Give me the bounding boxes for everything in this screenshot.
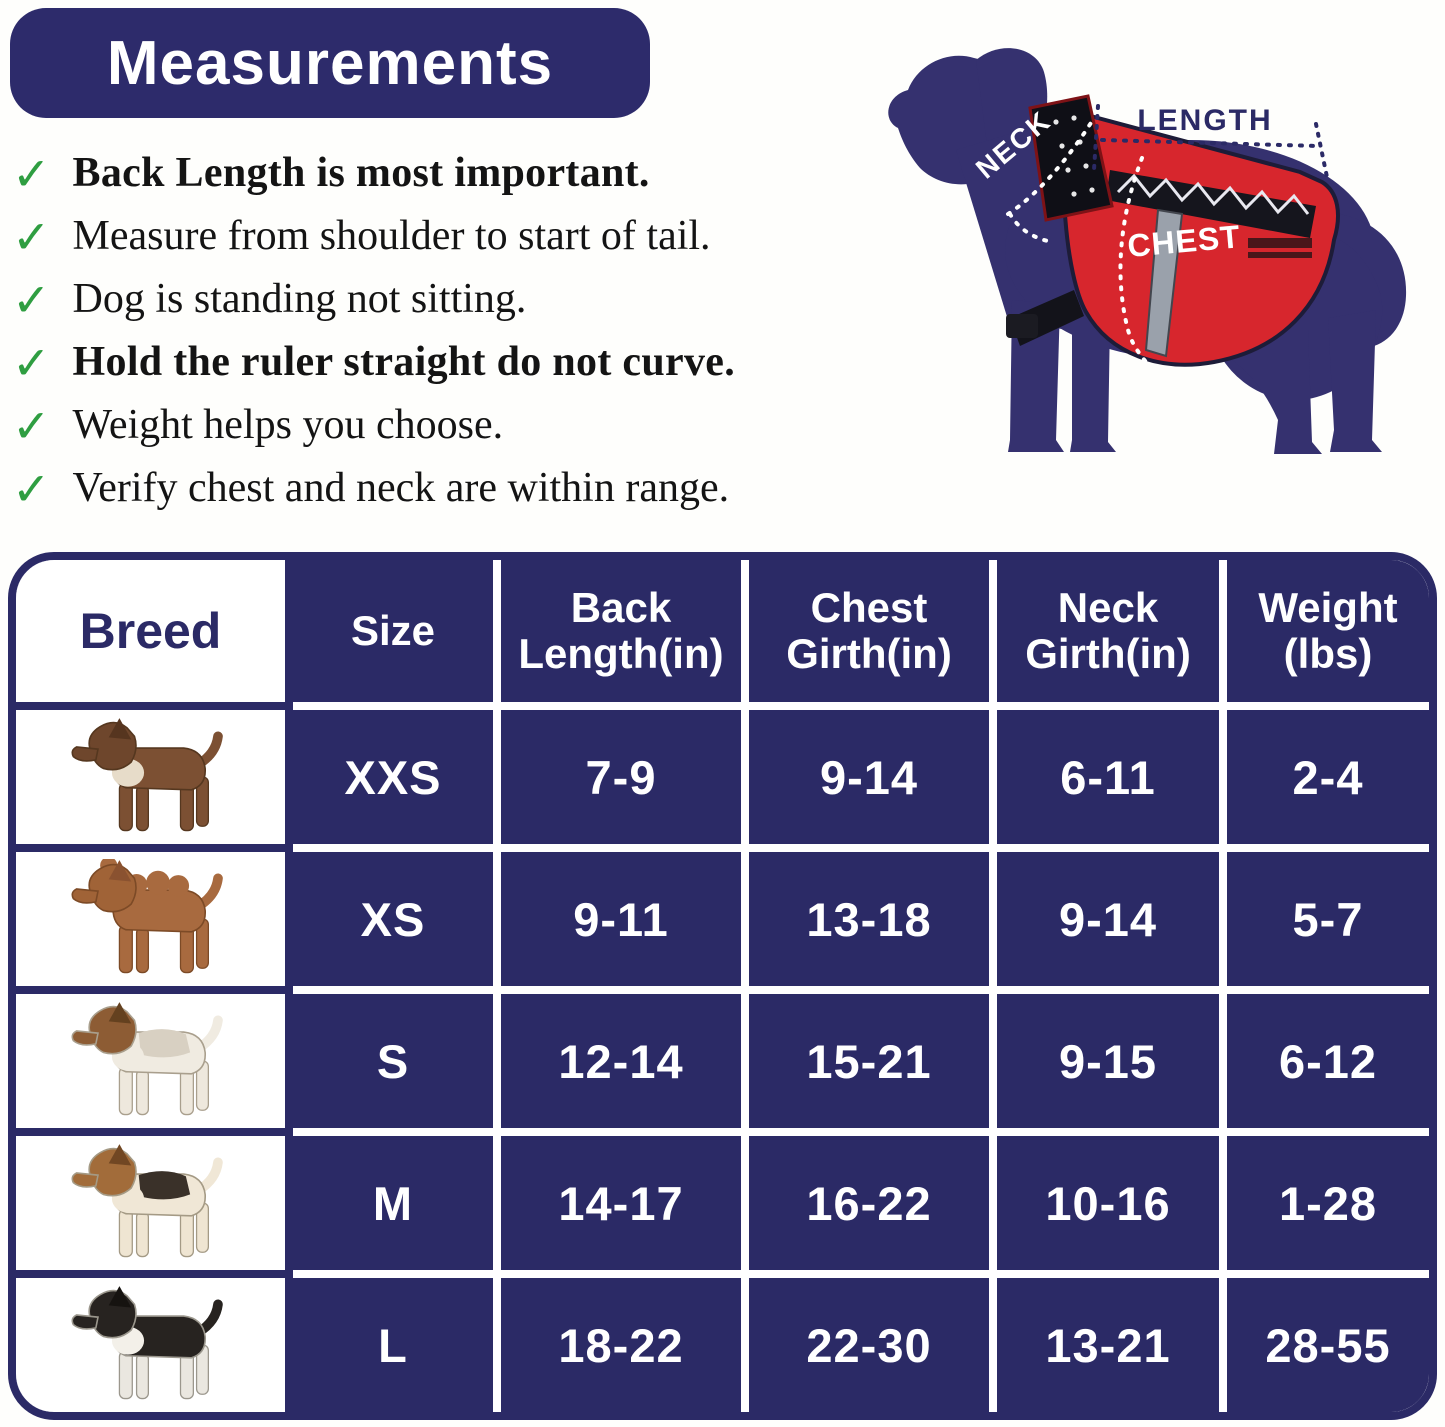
check-icon: ✓: [12, 210, 51, 264]
checklist-item: ✓ Measure from shoulder to start of tail…: [12, 209, 892, 264]
table-cell-neck_girth: 9-15: [997, 994, 1219, 1128]
checklist-text: Dog is standing not sitting.: [72, 276, 527, 322]
dog-tail: [1316, 212, 1407, 346]
measurement-checklist: ✓ Back Length is most important. ✓ Measu…: [12, 146, 892, 524]
table-cell-back_length: 7-9: [501, 710, 741, 844]
size-column: Size XXS XS S M L: [293, 560, 493, 1412]
table-cell-size: XXS: [293, 710, 493, 844]
checklist-text: Measure from shoulder to start of tail.: [72, 213, 711, 259]
dog-measurement-diagram: LENGTH NECK CHEST: [888, 48, 1407, 454]
checklist-text: Back Length is most important.: [72, 150, 650, 196]
table-cell-weight: 28-55: [1227, 1278, 1429, 1412]
lacing-hooks: [1116, 173, 1310, 215]
vest-logo: [1248, 238, 1312, 248]
table-cell-size: XS: [293, 852, 493, 986]
check-icon: ✓: [12, 147, 51, 201]
table-cell-back_length: 9-11: [501, 852, 741, 986]
table-header-neck-girth: Neck Girth(in): [997, 560, 1219, 702]
checklist-text: Weight helps you choose.: [72, 402, 504, 448]
table-cell-size: L: [293, 1278, 493, 1412]
collar: [1028, 94, 1114, 222]
checklist-item: ✓ Weight helps you choose.: [12, 398, 892, 453]
table-cell-back_length: 14-17: [501, 1136, 741, 1270]
checklist-item: ✓ Dog is standing not sitting.: [12, 272, 892, 327]
length-tick-right: [1314, 122, 1330, 184]
check-icon: ✓: [12, 399, 51, 453]
chest-girth-column: Chest Girth(in) 9-14 13-18 15-21 16-22 22-30: [749, 560, 989, 1412]
breed-column: Breed: [16, 560, 293, 1412]
checklist-text: Verify chest and neck are within range.: [72, 465, 730, 511]
poodle-photo: [16, 852, 285, 986]
table-cell-weight: 6-12: [1227, 994, 1429, 1128]
length-dotted-line: [1100, 138, 1320, 148]
neck-dotted-line: [1006, 116, 1096, 216]
table-header-size: Size: [293, 560, 493, 702]
checklist-item: ✓ Verify chest and neck are within range…: [12, 461, 892, 516]
chest-dotted-line: [1118, 156, 1148, 364]
check-icon: ✓: [12, 336, 51, 390]
table-header-breed: Breed: [16, 560, 285, 702]
table-cell-chest_girth: 22-30: [749, 1278, 989, 1412]
table-header-weight: Weight (lbs): [1227, 560, 1429, 702]
chihuahua-photo: [16, 710, 285, 844]
table-cell-size: S: [293, 994, 493, 1128]
table-cell-chest_girth: 15-21: [749, 994, 989, 1128]
red-vest: [1006, 107, 1340, 367]
check-icon: ✓: [12, 273, 51, 327]
strap-buckle: [1006, 314, 1038, 338]
table-cell-neck_girth: 10-16: [997, 1136, 1219, 1270]
table-cell-neck_girth: 9-14: [997, 852, 1219, 986]
table-header-back-length: Back Length(in): [501, 560, 741, 702]
check-icon: ✓: [12, 462, 51, 516]
table-cell-back_length: 12-14: [501, 994, 741, 1128]
table-header-chest-girth: Chest Girth(in): [749, 560, 989, 702]
measurements-title-box: Measurements: [10, 8, 650, 118]
checklist-item: ✓ Hold the ruler straight do not curve.: [12, 335, 892, 390]
border-collie-photo: [16, 1278, 285, 1412]
table-cell-back_length: 18-22: [501, 1278, 741, 1412]
length-tick-left: [1092, 104, 1100, 172]
reflective-stripe: [1144, 208, 1184, 358]
table-cell-weight: 1-28: [1227, 1136, 1429, 1270]
weight-column: Weight (lbs) 2-4 5-7 6-12 1-28 28-55: [1227, 560, 1429, 1412]
length-label: LENGTH: [1137, 104, 1272, 137]
measurement-lines: [1006, 104, 1330, 364]
table-cell-size: M: [293, 1136, 493, 1270]
table-cell-weight: 5-7: [1227, 852, 1429, 986]
checklist-text: Hold the ruler straight do not curve.: [72, 339, 735, 385]
beagle-photo: [16, 1136, 285, 1270]
table-cell-neck_girth: 13-21: [997, 1278, 1219, 1412]
back-length-column: Back Length(in) 7-9 9-11 12-14 14-17 18-22: [501, 560, 741, 1412]
table-cell-chest_girth: 9-14: [749, 710, 989, 844]
table-cell-neck_girth: 6-11: [997, 710, 1219, 844]
neck-girth-column: Neck Girth(in) 6-11 9-14 9-15 10-16 13-21: [997, 560, 1219, 1412]
jack-russell-photo: [16, 994, 285, 1128]
page-title: Measurements: [106, 28, 554, 98]
size-table: Breed Size XXS XS S M L Back Length(in) 7-9 9…: [8, 552, 1437, 1420]
table-cell-weight: 2-4: [1227, 710, 1429, 844]
checklist-item: ✓ Back Length is most important.: [12, 146, 892, 201]
table-cell-chest_girth: 13-18: [749, 852, 989, 986]
table-cell-chest_girth: 16-22: [749, 1136, 989, 1270]
